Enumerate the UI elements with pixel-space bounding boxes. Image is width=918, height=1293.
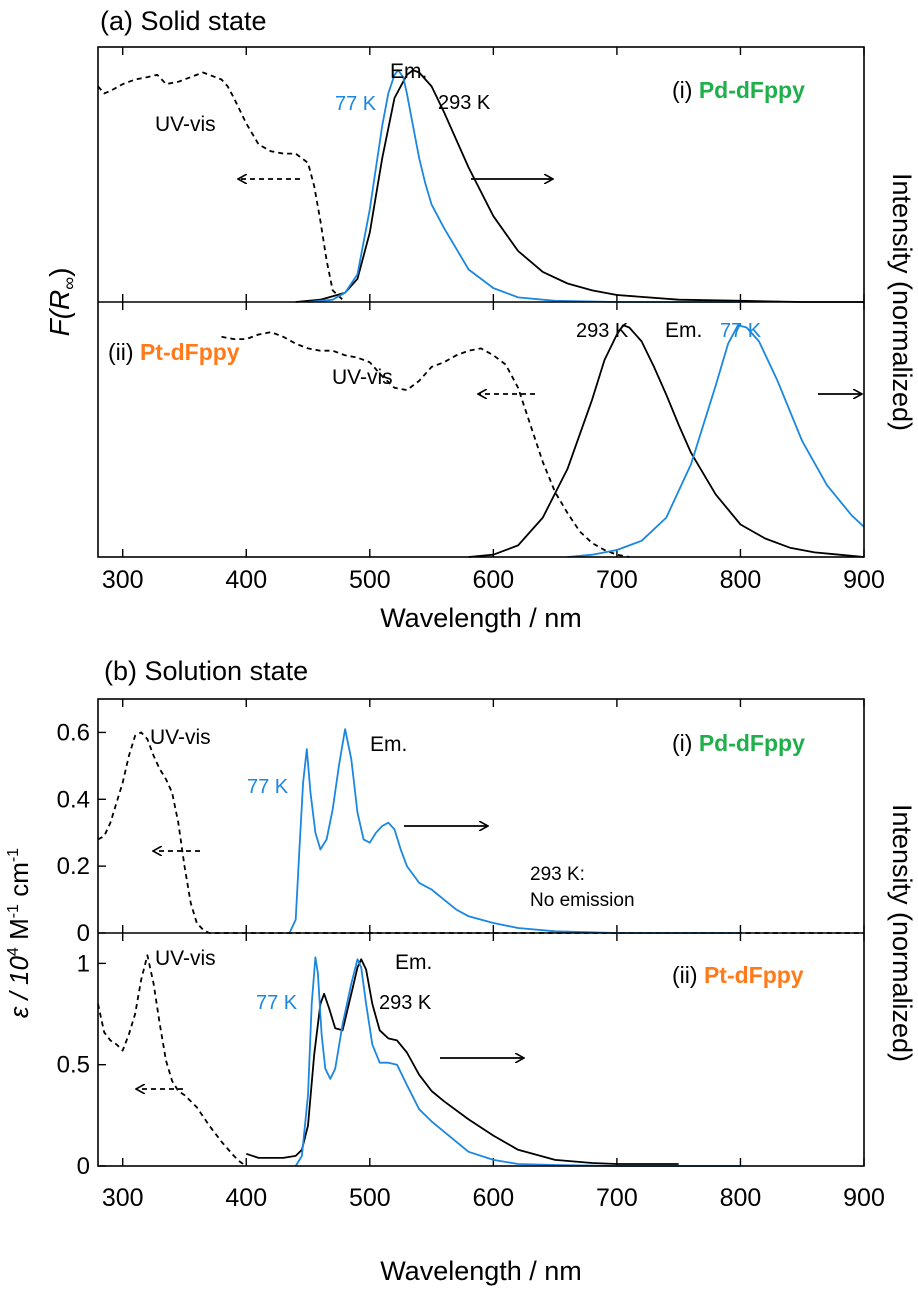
uvvis-label-a-ii: UV-vis [332,366,393,389]
em-label-b-ii: Em. [395,951,432,974]
subplot-b-i-label: (i) Pd-dFppy [672,730,805,756]
em-label-a-i: Em. [390,60,427,83]
x-tick-label: 300 [102,566,144,594]
uvvis-label-a-i: UV-vis [155,113,216,136]
x-axis-label-a: Wavelength / nm [380,603,582,633]
emission-293k-curve [468,324,865,558]
panel-a-ticks: 300 400 500 600 700 800 900 [102,47,885,594]
em-label-a-ii: Em. [665,319,702,342]
x-tick-label: 800 [720,1184,762,1212]
y-tick-label: 0.4 [57,786,90,813]
uvvis-curve [97,731,864,934]
t293-label-a-i: 293 K [438,92,491,114]
x-tick-label: 500 [349,566,391,594]
t293-label-a-ii: 293 K [576,320,629,342]
panel-a-title: (a) Solid state [100,6,267,36]
x-tick-label: 600 [472,566,514,594]
x-tick-label: 900 [843,566,885,594]
subplot-a-ii-label: (ii) Pt-dFppy [108,339,240,365]
panel-b-title: (b) Solution state [104,656,308,686]
x-tick-label: 600 [472,1184,514,1212]
panel-b: (b) Solution state 300 400 500 600 700 800 900… [4,656,917,1286]
t293-label-b-i-line1: 293 K: [530,864,585,885]
y-tick-label: 0.5 [57,1052,90,1079]
x-tick-label: 300 [102,1184,144,1212]
right-y-axis-label-b: Intensity (normalized) [887,804,917,1062]
panel-a-curves [97,69,865,558]
panel-b-ticks: 300 400 500 600 700 800 900 0 0.2 0.4 0.6 0 0.5 1 [57,699,885,1212]
uvvis-curve [97,71,346,303]
x-axis-label-b: Wavelength / nm [380,1256,582,1286]
uvvis-curve [221,331,630,558]
emission-293k-curve [246,958,679,1165]
t77-label-b-ii: 77 K [256,992,298,1014]
t77-label-b-i: 77 K [247,776,289,798]
t293-label-b-ii: 293 K [379,992,432,1014]
t293-label-b-i-line2: No emission [530,890,635,911]
x-tick-label: 800 [720,566,762,594]
y-tick-label: 0 [77,1153,90,1180]
t77-label-a-ii: 77 K [720,320,762,342]
emission-77k-curve [294,956,741,1167]
x-tick-label: 400 [225,1184,267,1212]
x-tick-label: 900 [843,1184,885,1212]
y-tick-label: 0 [77,920,90,947]
x-tick-label: 700 [596,1184,638,1212]
emission-77k-curve [307,69,741,303]
uvvis-label-b-i: UV-vis [150,726,211,749]
y-tick-label: 1 [77,950,90,977]
x-tick-label: 500 [349,1184,391,1212]
x-tick-label: 700 [596,566,638,594]
em-label-b-i: Em. [370,733,407,756]
panel-a: (a) Solid state 300 400 500 600 700 800 900 (i… [44,6,917,633]
emission-77k-curve [288,728,741,934]
uvvis-label-b-ii: UV-vis [155,947,216,970]
left-y-axis-label-b: ε / 104 M-1 cm-1 [4,848,34,1018]
x-tick-label: 400 [225,566,267,594]
emission-293k-curve [295,69,864,303]
left-y-axis-label-a: F(R∞) [44,268,79,337]
subplot-a-i-label: (i) Pd-dFppy [672,77,805,103]
y-tick-label: 0.6 [57,719,90,746]
subplot-b-ii-label: (ii) Pt-dFppy [672,962,804,988]
y-tick-label: 0.2 [57,853,90,880]
emission-77k-curve [567,324,865,558]
right-y-axis-label-a: Intensity (normalized) [887,173,917,431]
uvvis-curve [97,954,247,1167]
t77-label-a-i: 77 K [335,93,377,115]
